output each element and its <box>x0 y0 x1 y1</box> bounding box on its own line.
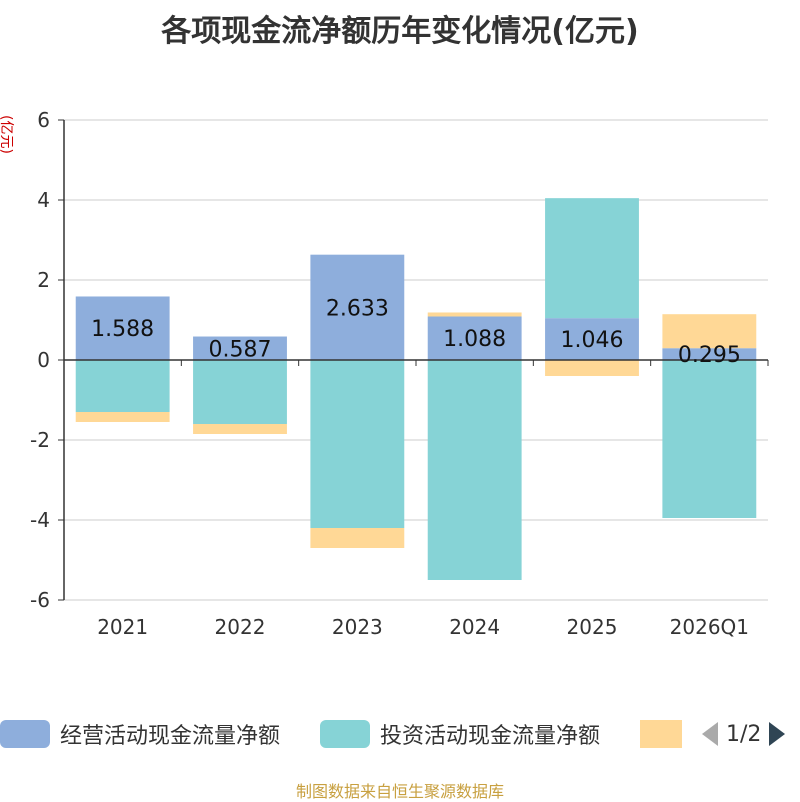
prev-page-icon[interactable] <box>700 720 720 748</box>
x-tick-label: 2021 <box>97 615 148 639</box>
y-tick-label: -6 <box>30 588 50 612</box>
bar-series3-2025 <box>545 360 639 376</box>
x-tick-label: 2023 <box>332 615 383 639</box>
y-tick-label: 0 <box>37 348 50 372</box>
legend-item-financing[interactable] <box>640 716 682 752</box>
bar-series2-2025 <box>545 198 639 319</box>
bar-series3-2023 <box>310 528 405 548</box>
data-label-2024: 1.088 <box>443 327 506 352</box>
y-tick-label: 6 <box>37 108 50 132</box>
next-page-icon[interactable] <box>767 720 787 748</box>
bar-series3-2021 <box>75 412 170 422</box>
bar-series3-2026Q1 <box>662 314 757 349</box>
bar-series1-2021 <box>75 296 170 360</box>
data-label-2025: 1.046 <box>561 328 624 353</box>
x-tick-label: 2022 <box>215 615 266 639</box>
data-label-2026Q1: 0.295 <box>678 343 741 368</box>
bar-series1-2025 <box>545 318 639 360</box>
x-tick-label: 2024 <box>449 615 500 639</box>
y-tick-label: -4 <box>30 508 50 532</box>
chart-plot: 6 4 2 0 -2 -4 -6 1.588 0.587 2.633 1.088 1.046 0.295… <box>30 108 769 639</box>
y-tick-label: 4 <box>37 188 50 212</box>
bar-series2-2022 <box>193 360 287 424</box>
bar-series2-2021 <box>75 360 170 412</box>
legend-swatch-financing <box>640 720 682 748</box>
y-tick-label: -2 <box>30 428 50 452</box>
data-label-2021: 1.588 <box>91 317 154 342</box>
legend-swatch-operating <box>0 720 50 748</box>
source-note: 制图数据来自恒生聚源数据库 <box>295 782 504 801</box>
x-tick-label: 2026Q1 <box>670 615 749 639</box>
legend: 经营活动现金流量净额 投资活动现金流量净额 1/2 <box>0 716 800 752</box>
legend-item-operating[interactable]: 经营活动现金流量净额 <box>0 716 280 752</box>
legend-label-investing: 投资活动现金流量净额 <box>380 724 601 749</box>
chart-title: 各项现金流净额历年变化情况(亿元) <box>161 14 639 49</box>
legend-label-operating: 经营活动现金流量净额 <box>60 724 281 749</box>
bar-series1-2026Q1 <box>662 348 757 360</box>
bar-series2-2024 <box>427 360 522 580</box>
data-label-2023: 2.633 <box>326 296 389 321</box>
bar-series3-2022 <box>193 424 287 434</box>
x-tick-label: 2025 <box>567 615 618 639</box>
legend-swatch-investing <box>320 720 370 748</box>
bar-series2-2023 <box>310 360 405 528</box>
bar-series2-2026Q1 <box>662 360 757 518</box>
bar-series3-2024 <box>427 312 522 317</box>
y-tick-label: 2 <box>37 268 50 292</box>
bar-series1-2022 <box>193 336 287 360</box>
legend-item-investing[interactable]: 投资活动现金流量净额 <box>320 716 600 752</box>
data-label-2022: 0.587 <box>209 337 272 362</box>
bar-series1-2023 <box>310 254 405 360</box>
legend-page-indicator: 1/2 <box>726 721 762 747</box>
legend-pager: 1/2 <box>700 716 787 752</box>
bar-series1-2024 <box>427 316 522 360</box>
